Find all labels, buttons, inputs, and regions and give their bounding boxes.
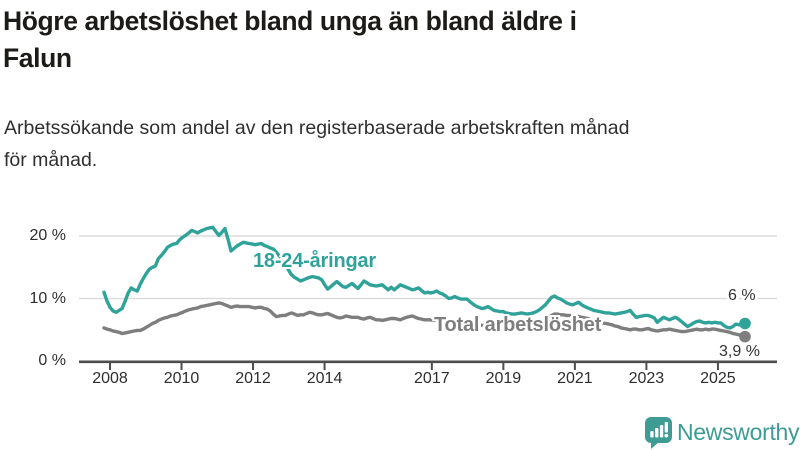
y-axis-tick-label: 0 % [38, 352, 66, 369]
chart-subtitle: Arbetssökande som andel av den registerb… [4, 112, 784, 176]
x-axis-tick-label: 2025 [700, 370, 736, 387]
x-axis-tick-label: 2023 [628, 370, 665, 387]
series-label-total: Total arbetslöshet [434, 314, 602, 336]
end-value-label-youth: 6 % [728, 287, 756, 304]
x-axis-tick-label: 2008 [92, 370, 128, 387]
page-title: Högre arbetslöshet bland unga än bland ä… [3, 3, 783, 77]
y-axis-tick-label: 10 % [29, 289, 66, 307]
series-label-youth: 18-24-åringar [253, 250, 377, 272]
newsworthy-logo-icon[interactable] [643, 416, 675, 450]
chart-subtitle-line-2: för månad. [4, 149, 98, 171]
y-axis-tick-label: 20 % [29, 227, 66, 244]
brand-name[interactable]: Newsworthy [677, 419, 800, 445]
x-axis-tick-label: 2012 [235, 370, 271, 387]
page-title-line-2: Falun [3, 43, 72, 73]
x-axis-tick-label: 2019 [485, 370, 522, 387]
x-axis-tick-label: 2010 [163, 370, 200, 387]
chart-subtitle-line-1: Arbetssökande som andel av den registerb… [4, 117, 630, 139]
page-title-line-1: Högre arbetslöshet bland unga än bland ä… [3, 6, 577, 36]
chart-canvas [79, 225, 777, 370]
x-axis-tick-label: 2021 [557, 370, 593, 387]
end-value-label-total: 3,9 % [719, 343, 760, 360]
x-axis-tick-label: 2017 [414, 370, 450, 387]
x-axis-tick-label: 2014 [306, 370, 343, 387]
